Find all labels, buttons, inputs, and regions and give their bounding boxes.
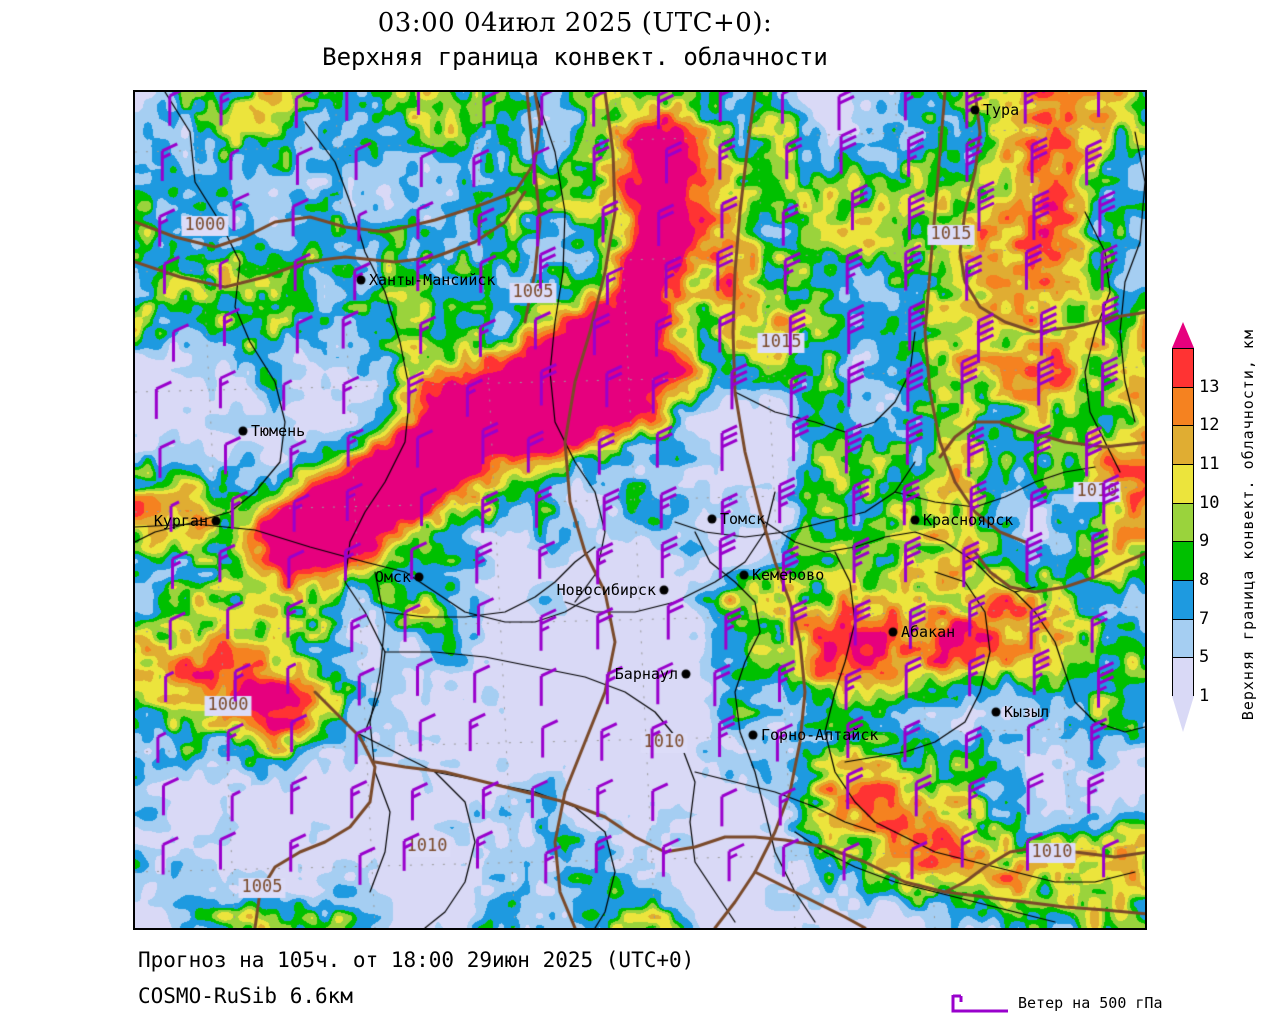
city-label: Кызыл: [1004, 703, 1050, 721]
colorbar-over-arrow: [1172, 322, 1194, 348]
map-frame[interactable]: Тура Ханты-Мансийск Тюмень Курган Омск Томск К…: [133, 90, 1147, 930]
city-label: Новосибирск: [556, 581, 656, 599]
colorbar-tick-10: 10: [1199, 492, 1220, 513]
colorbar-band-13: [1173, 349, 1193, 388]
title-line-variable: Верхняя граница конвект. облачности: [322, 43, 828, 71]
wind-legend: Ветер на 500 гПа: [950, 992, 1163, 1014]
colorbar-band-11: [1173, 426, 1193, 465]
colorbar-band-1: [1173, 658, 1193, 697]
city-label: Тура: [983, 101, 1020, 119]
colorbar-band-12: [1173, 387, 1193, 427]
colorbar-band-8: [1173, 542, 1193, 581]
colorbar-axis-label-text: Верхняя граница конвект. облачности, км: [1239, 329, 1257, 721]
colorbar-tick-9: 9: [1199, 531, 1210, 552]
city-label: Томск: [720, 510, 766, 528]
page-title: 03:00 04июл 2025 (UTC+0): Верхняя границ…: [0, 6, 1150, 74]
city-label: Ханты-Мансийск: [369, 271, 496, 289]
wind-barb-icon: [951, 994, 1008, 1013]
wind-legend-label: Ветер на 500 гПа: [1018, 994, 1163, 1012]
city-label: Барнаул: [614, 665, 678, 683]
colorbar-band-5: [1173, 619, 1193, 659]
colorbar-tick-1: 1: [1199, 686, 1210, 706]
city-label: Курган: [153, 512, 208, 530]
city-label: Кемерово: [752, 566, 825, 584]
colorbar-band-7: [1173, 580, 1193, 620]
colorbar-under-arrow: [1172, 696, 1194, 732]
colorbar-band-9: [1173, 503, 1193, 543]
forecast-info: Прогноз на 105ч. от 18:00 29июн 2025 (UT…: [138, 948, 695, 972]
colorbar-tick-5: 5: [1199, 647, 1210, 668]
model-info: COSMO-RuSib 6.6км: [138, 984, 353, 1008]
colorbar-tick-13: 13: [1199, 376, 1220, 397]
city-label: Красноярск: [923, 511, 1014, 529]
city-label: Тюмень: [251, 422, 306, 440]
colorbar-tick-8: 8: [1199, 570, 1210, 590]
city-label: Абакан: [901, 623, 956, 641]
colorbar-band-10: [1173, 464, 1193, 504]
colorbar-tick-12: 12: [1199, 415, 1220, 436]
colorbar-axis-label: Верхняя граница конвект. облачности, км: [1233, 329, 1263, 721]
city-label: Горно-Алтайск: [761, 726, 879, 744]
map-canvas[interactable]: [135, 92, 1145, 928]
colorbar[interactable]: [1172, 348, 1194, 697]
city-label: Омск: [374, 568, 411, 586]
colorbar-tick-11: 11: [1199, 454, 1220, 474]
title-line-datetime: 03:00 04июл 2025 (UTC+0):: [377, 8, 773, 38]
colorbar-tick-7: 7: [1199, 608, 1210, 629]
